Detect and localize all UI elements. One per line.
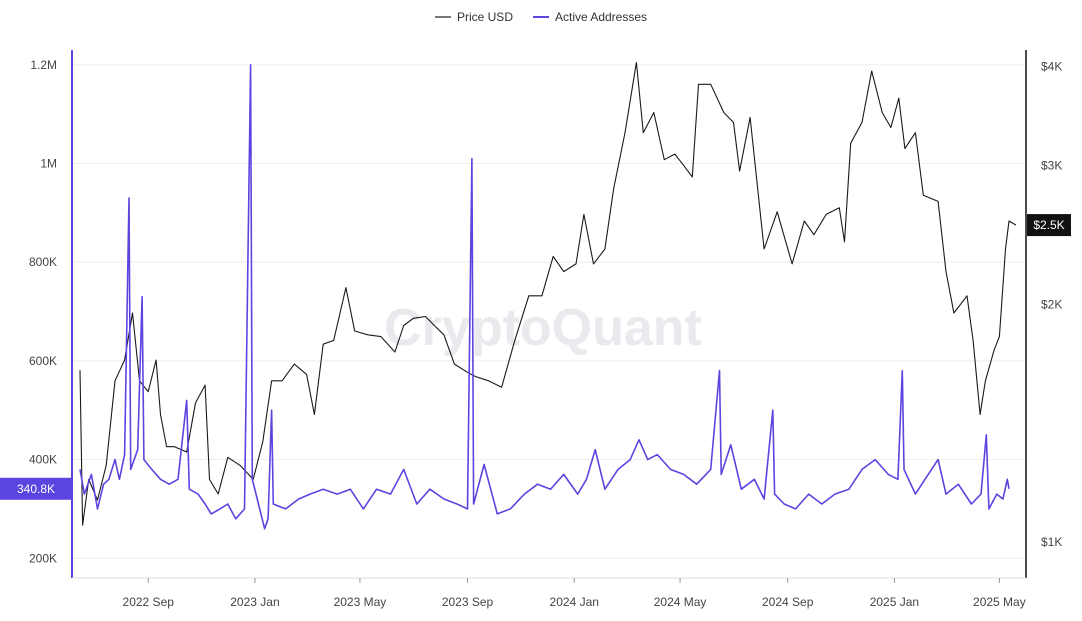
right-axis-tick-label: $2K [1041, 297, 1062, 311]
x-axis-tick-label: 2025 May [973, 595, 1026, 609]
x-axis-tick-label: 2023 Jan [230, 595, 279, 609]
left-axis-tick-label: 800K [29, 255, 57, 269]
price-current-badge [1027, 214, 1071, 237]
left-axis-tick-label: 600K [29, 354, 57, 368]
active-addresses-line [79, 64, 1010, 530]
legend-label-active-addresses: Active Addresses [554, 10, 648, 24]
legend-item-active-addresses[interactable]: Active Addresses [532, 10, 648, 24]
x-axis-tick-label: 2022 Sep [123, 595, 175, 609]
x-axis-tick-label: 2024 May [654, 595, 707, 609]
x-axis-tick-label: 2023 Sep [442, 595, 494, 609]
legend-swatch-active-addresses [532, 16, 549, 18]
watermark: CryptoQuant [384, 299, 702, 357]
left-axis-tick-label: 400K [29, 453, 57, 467]
price-current-value: $2.5K [1033, 218, 1064, 232]
x-axis-tick-label: 2023 May [334, 595, 387, 609]
legend-swatch-price [434, 16, 451, 18]
x-axis-tick-label: 2024 Jan [550, 595, 599, 609]
active-addresses-current-value: 340.8K [17, 482, 55, 496]
left-axis-tick-label: 200K [29, 551, 57, 565]
chart-legend: Price USD Active Addresses [0, 10, 1082, 24]
x-axis-tick-label: 2024 Sep [762, 595, 814, 609]
legend-label-price: Price USD [456, 10, 513, 24]
right-axis-tick-label: $3K [1041, 158, 1062, 172]
active-addresses-current-badge [0, 477, 72, 500]
left-axis-tick-label: 1.2M [30, 58, 57, 72]
legend-item-price[interactable]: Price USD [434, 10, 513, 24]
x-axis-tick-label: 2025 Jan [870, 595, 919, 609]
price-usd-line [79, 61, 1017, 526]
right-axis-tick-label: $1K [1041, 535, 1062, 549]
left-axis-tick-label: 1M [40, 156, 57, 170]
right-axis-tick-label: $4K [1041, 60, 1062, 74]
